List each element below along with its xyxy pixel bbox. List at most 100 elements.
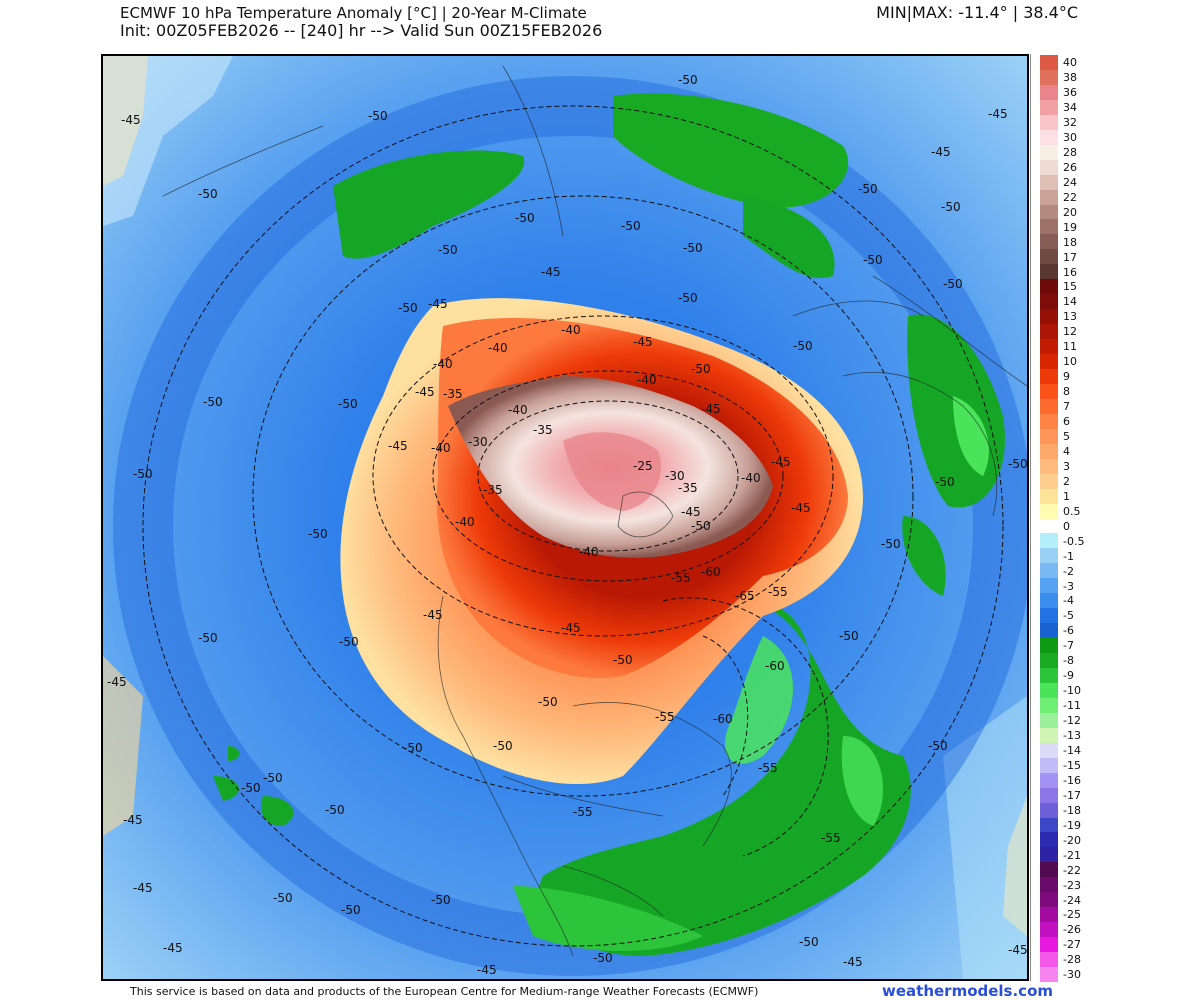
anomaly-map: -45 -50 -50 -45 -45 -50 -50 -50 -50 -50 -50 -50 -50-… [101,54,1029,981]
contour-label: -50 [339,635,359,649]
contour-label: -45 [477,963,497,977]
contour-label: -60 [713,712,733,726]
brand-link[interactable]: weathermodels.com [882,982,1054,1000]
contour-label: -60 [765,659,785,673]
colorbar-swatch [1040,309,1058,325]
colorbar-tick-label: 8 [1063,385,1070,399]
colorbar-swatch [1040,368,1058,384]
colorbar-tick-label: -23 [1063,878,1081,892]
attribution-text: This service is based on data and produc… [130,985,759,998]
contour-label: -50 [438,243,458,257]
contour-label: -50 [263,771,283,785]
min-max-readout: MIN|MAX: -11.4° | 38.4°C [876,3,1078,22]
contour-label: -50 [793,339,813,353]
colorbar-swatch [1040,832,1058,848]
colorbar-swatch [1040,339,1058,355]
colorbar-tick-label: 6 [1063,415,1070,429]
colorbar-swatch [1040,503,1058,519]
colorbar-tick-label: -7 [1063,639,1074,653]
contour-label: -45 [988,107,1008,121]
contour-label: -50 [431,893,451,907]
contour-label: -45 [133,881,153,895]
contour-label: -45 [163,941,183,955]
colorbar-swatch [1040,69,1058,85]
contour-label: -50 [613,653,633,667]
colorbar-swatch [1040,413,1058,429]
colorbar-swatch [1040,922,1058,938]
colorbar-swatch [1040,578,1058,594]
colorbar-tick-label: -18 [1063,803,1081,817]
colorbar-swatch [1040,772,1058,788]
colorbar-tick-label: -12 [1063,714,1081,728]
colorbar-tick-label: -19 [1063,818,1081,832]
colorbar-swatch [1040,817,1058,833]
contour-label: -60 [701,565,721,579]
contour-label: -50 [493,739,513,753]
contour-label: -35 [678,481,698,495]
colorbar-tick-label: 22 [1063,190,1077,204]
contour-label: -45 [415,385,435,399]
contour-label: -50 [325,803,345,817]
colorbar-swatch [1040,264,1058,280]
colorbar-tick-label: 38 [1063,71,1077,85]
colorbar-tick-label: -22 [1063,863,1081,877]
colorbar-tick-label: 26 [1063,160,1077,174]
contour-label: -40 [579,545,599,559]
colorbar-tick-label: -13 [1063,729,1081,743]
colorbar-swatch [1040,144,1058,160]
colorbar-tick-label: -14 [1063,743,1081,757]
colorbar-tick-label: -11 [1063,699,1081,713]
colorbar-swatch [1040,428,1058,444]
contour-label: -40 [741,471,761,485]
colorbar-tick-label: 16 [1063,265,1077,279]
colorbar-tick-label: -30 [1063,968,1081,982]
contour-label: -50 [839,629,859,643]
colorbar-tick-label: -6 [1063,624,1074,638]
contour-label: -50 [881,537,901,551]
colorbar-swatch [1040,712,1058,728]
contour-label: -40 [455,515,475,529]
colorbar-tick-label: 15 [1063,280,1077,294]
contour-label: -50 [621,219,641,233]
contour-label: -45 [681,505,701,519]
contour-label: -35 [533,423,553,437]
contour-label: -45 [791,501,811,515]
contour-label: -50 [538,695,558,709]
contour-label: -25 [633,459,653,473]
contour-label: -45 [123,813,143,827]
colorbar-tick-label: -28 [1063,953,1081,967]
colorbar-swatch [1040,638,1058,654]
contour-label: -45 [843,955,863,969]
colorbar-swatch [1040,787,1058,803]
colorbar-tick-label: -1 [1063,549,1074,563]
colorbar-swatch [1040,967,1058,983]
colorbar-tick-label: 30 [1063,130,1077,144]
colorbar-swatch [1040,354,1058,370]
colorbar-tick-label: -0.5 [1063,534,1085,548]
contour-label: -55 [573,805,593,819]
contour-label: -50 [241,781,261,795]
colorbar-tick-label: -2 [1063,564,1074,578]
contour-label: -45 [388,439,408,453]
colorbar-swatch [1040,279,1058,295]
colorbar-swatch [1040,249,1058,265]
colorbar-tick-label: 24 [1063,175,1077,189]
colorbar-swatch [1040,877,1058,893]
colorbar-swatch [1040,55,1058,70]
contour-label: -45 [931,145,951,159]
colorbar-swatch [1040,518,1058,534]
contour-label: -50 [678,73,698,87]
colorbar-tick-label: 3 [1063,459,1070,473]
colorbar-swatch [1040,488,1058,504]
colorbar-tick-label: -25 [1063,908,1081,922]
colorbar-tick-label: 36 [1063,86,1077,100]
colorbar-swatch [1040,623,1058,639]
colorbar-swatch [1040,129,1058,145]
contour-label: -45 [701,402,721,416]
contour-label: -50 [338,397,358,411]
colorbar-divider [1030,54,1031,981]
contour-label: -50 [928,739,948,753]
colorbar-swatch [1040,847,1058,863]
colorbar-swatch [1040,563,1058,579]
colorbar-swatch [1040,473,1058,489]
